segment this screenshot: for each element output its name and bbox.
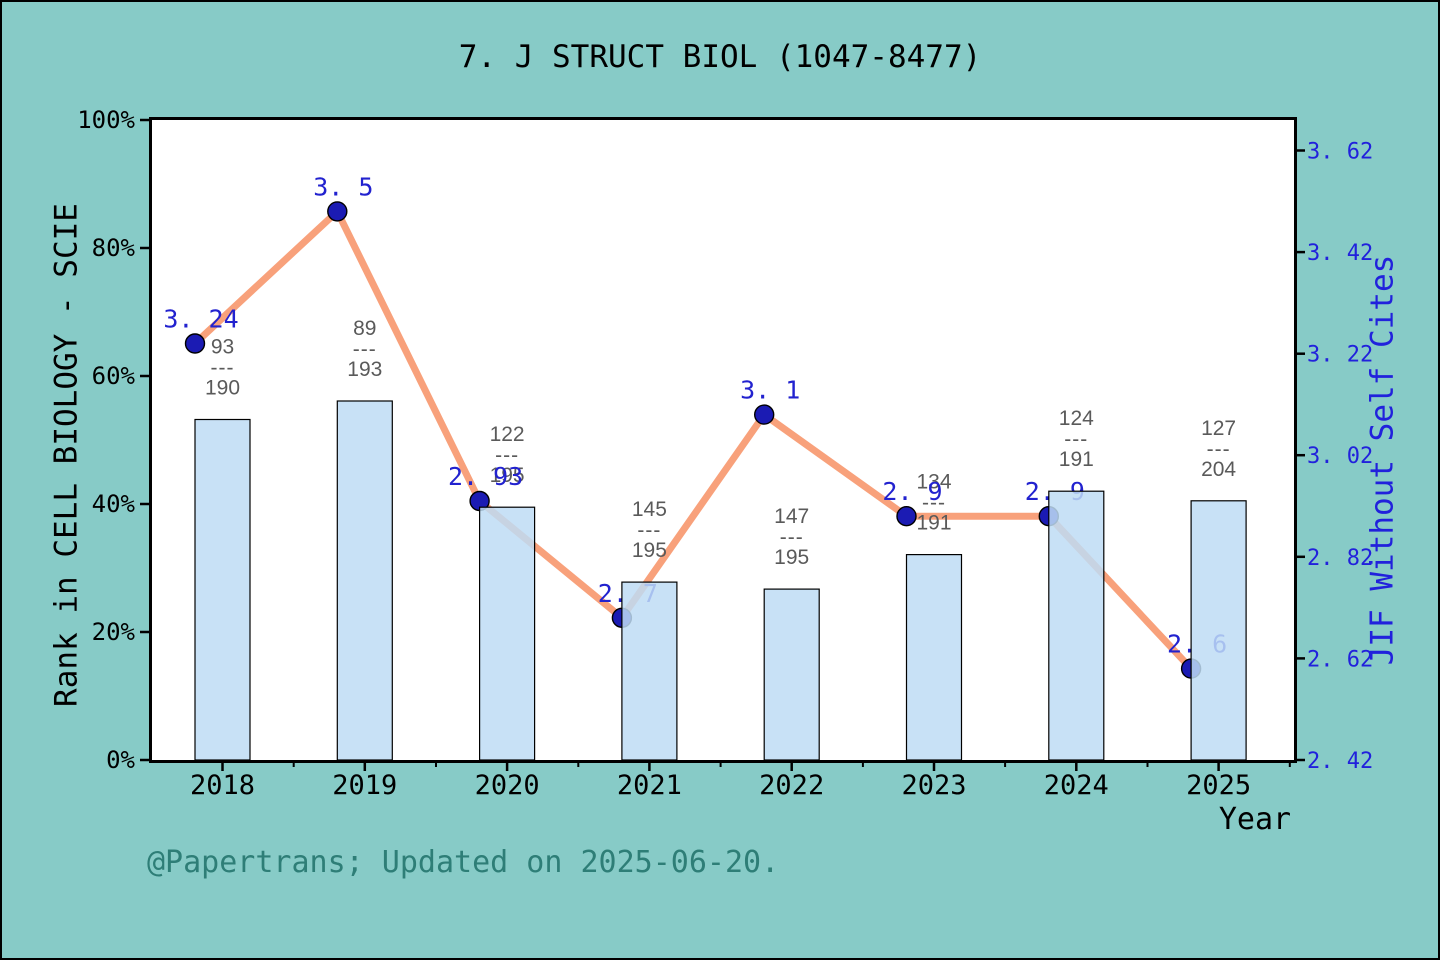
left-axis-title: Rank in CELL BIOLOGY - SCIE bbox=[48, 203, 85, 707]
footer-credit: @Papertrans; Updated on 2025-06-20. bbox=[147, 845, 780, 880]
rank-dash-2022: --- bbox=[780, 526, 804, 549]
rank-denominator-2021: 195 bbox=[632, 539, 667, 562]
jif-value-label-2023: 2. 9 bbox=[882, 477, 942, 506]
rank-denominator-2018: 190 bbox=[205, 377, 240, 400]
rank-numerator-2019: 89 bbox=[353, 317, 376, 340]
rank-denominator-2023: 191 bbox=[916, 512, 951, 535]
rank-bar-2022 bbox=[763, 588, 820, 761]
jif-value-label-2020: 2. 93 bbox=[448, 462, 523, 491]
left-tick-label: 0% bbox=[106, 746, 135, 774]
rank-dash-2023: --- bbox=[922, 492, 946, 515]
rank-numerator-2025: 127 bbox=[1201, 417, 1236, 440]
x-tick-label-2025: 2025 bbox=[1186, 770, 1251, 801]
jif-value-label-2022: 3. 1 bbox=[740, 376, 800, 405]
right-tick-label: 3. 42 bbox=[1307, 241, 1373, 266]
rank-bar-2025 bbox=[1190, 500, 1247, 761]
rank-numerator-2024: 124 bbox=[1059, 407, 1094, 430]
jif-value-label-2018: 3. 24 bbox=[163, 305, 238, 334]
rank-bar-2024 bbox=[1048, 490, 1105, 761]
rank-numerator-2018: 93 bbox=[211, 336, 234, 359]
left-tick-label: 40% bbox=[92, 490, 136, 518]
jif-line bbox=[192, 207, 1194, 671]
rank-numerator-2020: 122 bbox=[490, 423, 525, 446]
right-tick-label: 3. 62 bbox=[1307, 140, 1373, 165]
right-tick-label: 2. 82 bbox=[1307, 546, 1373, 571]
rank-numerator-2022: 147 bbox=[774, 505, 809, 528]
jif-point-2019 bbox=[327, 201, 348, 222]
rank-dash-2025: --- bbox=[1207, 438, 1231, 461]
left-tick-label: 20% bbox=[92, 618, 136, 646]
rank-denominator-2025: 204 bbox=[1201, 458, 1236, 481]
left-tick-label: 100% bbox=[77, 106, 135, 134]
rank-numerator-2021: 145 bbox=[632, 498, 667, 521]
rank-denominator-2020: 195 bbox=[490, 464, 525, 487]
rank-bar-2020 bbox=[479, 506, 536, 761]
chart-title: 7. J STRUCT BIOL (1047-8477) bbox=[458, 39, 982, 75]
x-tick-label-2022: 2022 bbox=[759, 770, 824, 801]
rank-dash-2020: --- bbox=[495, 444, 519, 467]
chart-svg: 93---19089---193122---195145---195147---… bbox=[77, 106, 1373, 801]
x-tick-label-2020: 2020 bbox=[475, 770, 540, 801]
jif-point-2023 bbox=[896, 506, 917, 527]
rank-bar-2021 bbox=[621, 581, 678, 761]
rank-dash-2019: --- bbox=[353, 338, 377, 361]
x-tick-label-2023: 2023 bbox=[901, 770, 966, 801]
rank-bar-2023 bbox=[905, 554, 963, 761]
right-tick-label: 3. 22 bbox=[1307, 343, 1373, 368]
x-axis-title: Year bbox=[1218, 802, 1292, 837]
rank-bar-2019 bbox=[336, 400, 393, 761]
x-tick-label-2018: 2018 bbox=[190, 770, 255, 801]
right-tick-label: 2. 42 bbox=[1307, 749, 1373, 774]
x-tick-label-2024: 2024 bbox=[1044, 770, 1109, 801]
rank-denominator-2019: 193 bbox=[347, 358, 382, 381]
rank-denominator-2024: 191 bbox=[1059, 448, 1094, 471]
rank-dash-2021: --- bbox=[637, 519, 661, 542]
x-tick-label-2019: 2019 bbox=[332, 770, 397, 801]
rank-denominator-2022: 195 bbox=[774, 546, 809, 569]
jif-point-2022 bbox=[754, 404, 775, 425]
plot-area: 93 --- 190 89 --- 193 122 --- 195 145 --- 195 147 ---… bbox=[77, 106, 1373, 801]
right-tick-label: 3. 02 bbox=[1307, 444, 1373, 469]
rank-dash-2024: --- bbox=[1064, 428, 1088, 451]
left-tick-label: 80% bbox=[92, 234, 136, 262]
x-tick-label-2021: 2021 bbox=[617, 770, 682, 801]
rank-dash-2018: --- bbox=[211, 357, 235, 380]
jif-point-2018 bbox=[184, 333, 206, 354]
right-tick-label: 2. 62 bbox=[1307, 647, 1373, 672]
left-tick-label: 60% bbox=[92, 362, 136, 390]
rank-bar-2018 bbox=[194, 418, 251, 761]
jif-value-label-2019: 3. 5 bbox=[313, 172, 373, 201]
rank-numerator-2023: 134 bbox=[916, 471, 951, 494]
